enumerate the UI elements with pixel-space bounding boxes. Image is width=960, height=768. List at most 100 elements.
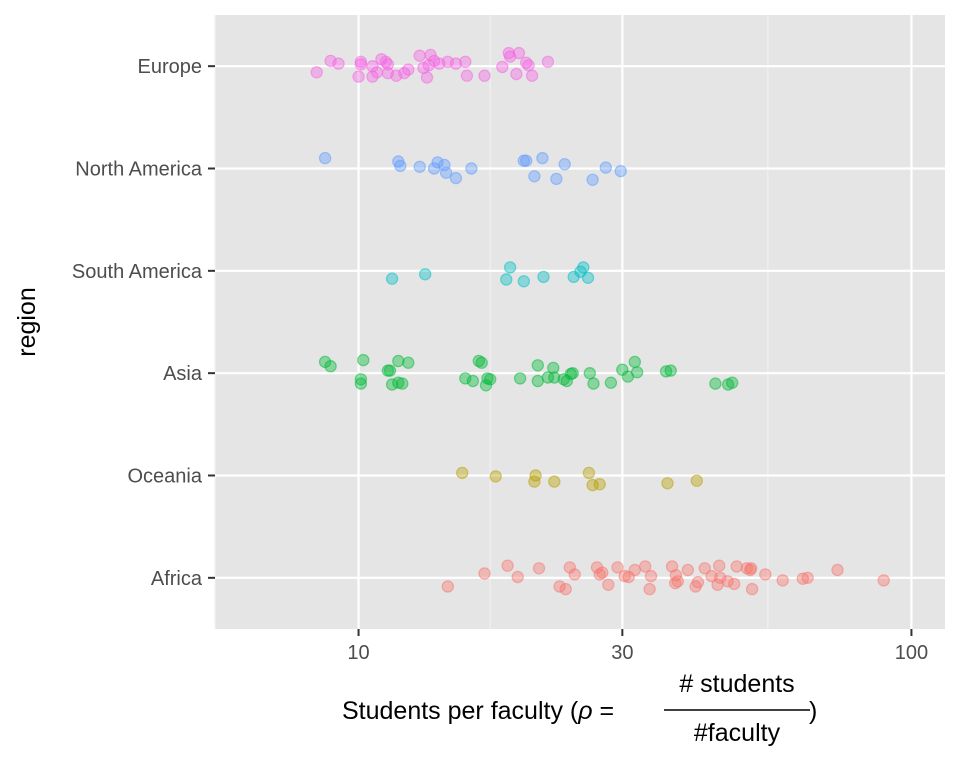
panel-background [215,15,945,629]
data-point [366,70,379,83]
x-axis-title-symbol: ρ [577,697,592,725]
data-point [354,377,368,390]
data-point [548,475,561,488]
grid-lines [214,15,945,629]
x-axis-title-equals: = [593,697,615,725]
x-axis-title-suffix: ) [809,697,817,725]
data-point [383,364,397,377]
x-axis-title-numerator: # students [679,670,794,698]
data-point [381,58,395,71]
data-point [529,469,542,482]
data-point [531,359,545,372]
data-point [541,55,555,69]
data-point [599,161,613,174]
data-point [431,156,444,169]
data-point [510,67,523,81]
data-point [318,151,332,165]
data-point [730,560,743,573]
data-point [466,374,480,388]
data-point [577,261,590,274]
data-point [661,477,674,490]
data-point [691,576,705,589]
data-point [501,559,514,572]
data-point [550,172,563,186]
data-point [419,268,432,281]
data-point [528,170,541,183]
data-point [420,71,434,84]
data-point [478,69,491,82]
data-point [593,478,606,491]
data-point [602,578,615,592]
data-point [394,159,407,173]
data-point [664,364,677,377]
data-point [352,70,365,83]
data-point [713,559,726,572]
data-point [517,275,531,288]
data-point [709,377,722,390]
x-tick-label: 10 [347,642,369,664]
data-point [698,562,712,575]
data-point [581,271,595,284]
data-point [357,353,370,367]
data-point [513,372,527,385]
data-point [559,582,572,596]
data-point [520,154,533,167]
y-tick-label: Asia [163,363,203,385]
data-point [586,173,599,186]
data-point [587,377,600,390]
data-points [310,46,890,596]
data-point [511,570,524,584]
data-point [604,376,618,389]
data-point [745,562,758,575]
data-point [558,157,571,171]
data-point [532,562,546,575]
y-tick-label: Africa [151,568,203,590]
data-point [796,572,810,585]
x-axis-title-denominator: #faculty [694,719,781,747]
data-point [831,563,844,577]
data-point [721,575,734,588]
data-point [801,571,814,585]
data-point [475,356,488,369]
data-point [370,66,384,79]
data-point [583,367,597,380]
data-point [332,57,345,70]
data-point [659,365,673,378]
y-tick-label: Oceania [128,466,203,488]
data-point [776,574,789,587]
data-point [385,272,399,285]
data-point [449,171,463,185]
data-point [541,371,555,384]
data-point [489,470,502,483]
data-point [354,58,368,71]
data-point [690,474,704,487]
data-point [628,355,642,369]
data-point [449,57,463,70]
data-point [459,372,472,385]
y-tick-label: South America [72,261,203,283]
data-point [478,567,491,580]
data-point [456,466,469,480]
data-point [614,164,627,178]
data-point [548,371,561,384]
x-tick-label: 100 [895,642,928,664]
data-point [877,574,890,587]
data-point [460,69,474,82]
data-point [547,361,560,375]
data-point [396,377,409,390]
y-axis-title: region [13,287,41,357]
y-axis: Europe North America South America Asia Ocea… [72,56,215,590]
data-point [522,59,535,72]
data-point [324,360,337,373]
data-point [439,166,453,179]
data-point [759,568,772,581]
x-axis-title-text: Students per faculty (ρ = [342,697,614,725]
data-point [424,48,437,62]
data-point [596,566,609,579]
data-point [643,582,656,596]
data-point [392,354,405,368]
data-point [512,46,526,60]
data-point [465,162,478,175]
data-point [639,560,652,573]
